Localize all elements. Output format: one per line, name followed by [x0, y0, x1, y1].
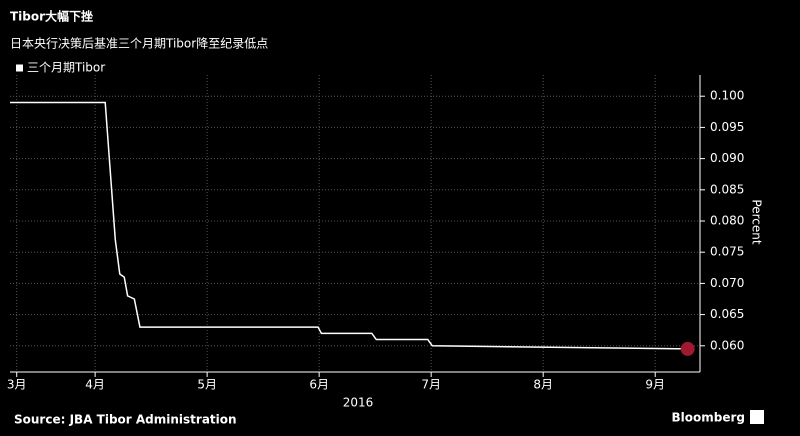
chart-subtitle: 日本央行决策后基准三个月期Tibor降至纪录低点: [10, 37, 268, 51]
x-tick-label: 8月: [533, 378, 553, 392]
x-tick-label: 3月: [7, 378, 27, 392]
y-tick-label: 0.090: [710, 151, 744, 165]
line: [10, 101, 688, 350]
brand-icon: [750, 410, 764, 424]
y-tick-label: 0.075: [710, 245, 744, 259]
x-tick-label: 7月: [421, 378, 441, 392]
y-tick-label: 0.065: [710, 307, 744, 321]
last-point: [680, 341, 695, 356]
y-tick-label: 0.085: [710, 182, 744, 196]
y-tick-label: 0.060: [710, 338, 744, 352]
x-tick-label: 4月: [85, 378, 105, 392]
y-axis-label: Percent: [750, 199, 764, 244]
y-tick-label: 0.080: [710, 214, 744, 228]
x-tick-label: 9月: [645, 378, 665, 392]
chart-title: Tibor大幅下挫: [10, 9, 93, 24]
y-tick-label: 0.070: [710, 276, 744, 290]
legend-label: 三个月期Tibor: [27, 61, 105, 75]
y-tick-label: 0.095: [710, 120, 744, 134]
brand: Bloomberg: [672, 411, 746, 425]
x-tick-label: 5月: [197, 378, 217, 392]
y-tick-label: 0.100: [710, 89, 744, 103]
x-tick-label: 6月: [309, 378, 329, 392]
x-axis-label: 2016: [343, 396, 374, 410]
legend-swatch: [16, 64, 23, 72]
source: Source: JBA Tibor Administration: [14, 413, 237, 427]
